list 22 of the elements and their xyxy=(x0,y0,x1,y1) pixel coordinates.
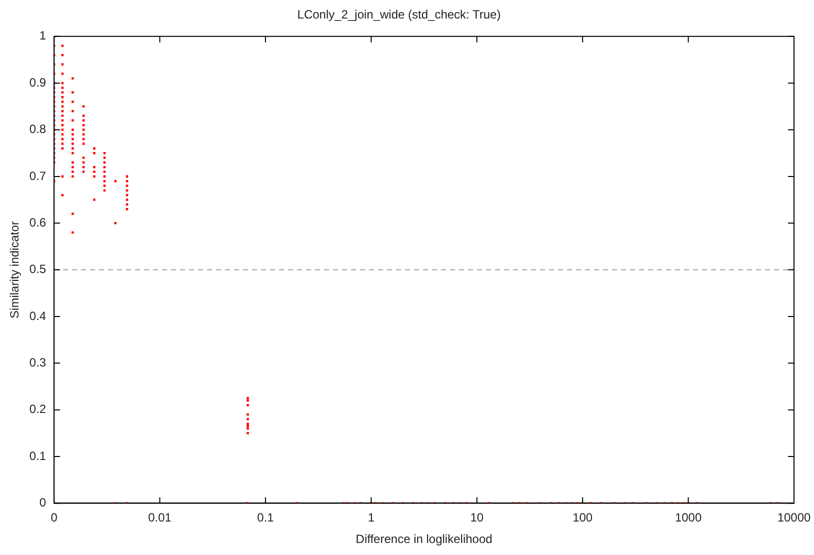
x-tick-label: 1 xyxy=(368,510,375,525)
x-axis-title: Difference in loglikelihood xyxy=(356,532,492,546)
y-tick-label: 0.1 xyxy=(29,448,46,463)
y-tick-label: 0.7 xyxy=(29,168,46,183)
y-tick-label: 0 xyxy=(39,496,46,510)
x-tick-label: 0.01 xyxy=(148,510,172,525)
y-tick-label: 0.8 xyxy=(29,122,46,136)
y-axis-title: Similarity indicator xyxy=(8,221,22,318)
y-tick-label: 0.9 xyxy=(29,75,46,90)
x-tick-label: 0 xyxy=(50,510,58,525)
y-tick-label: 0.6 xyxy=(29,215,46,230)
y-tick-label: 0.2 xyxy=(29,402,46,416)
y-tick-label: 0.3 xyxy=(29,355,46,370)
y-tick-label: 1 xyxy=(39,28,46,43)
x-tick-label: 0.1 xyxy=(257,510,274,525)
chart-title: LConly_2_join_wide (std_check: True) xyxy=(297,8,501,22)
x-tick-label: 10 xyxy=(470,510,484,525)
x-tick-label: 100 xyxy=(572,510,593,525)
y-tick-label: 0.5 xyxy=(29,262,46,276)
x-tick-label: 1000 xyxy=(674,510,702,525)
x-tick-label: 10000 xyxy=(777,510,812,525)
y-tick-label: 0.4 xyxy=(29,308,46,323)
